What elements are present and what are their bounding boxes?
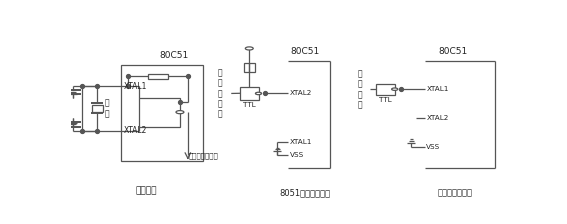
Text: VSS: VSS: [426, 144, 441, 150]
Bar: [148, 74, 168, 79]
Text: XTAL1: XTAL1: [426, 86, 448, 92]
Bar: [139, 98, 180, 127]
Bar: [376, 84, 395, 95]
Text: 8051外时钟源接法: 8051外时钟源接法: [280, 188, 331, 197]
Circle shape: [246, 47, 253, 50]
Text: 外部时钟源接法: 外部时钟源接法: [438, 188, 473, 197]
Text: XTAL1: XTAL1: [124, 82, 147, 90]
Text: 外
部
时
钟: 外 部 时 钟: [357, 69, 362, 109]
Text: XTAL1: XTAL1: [290, 139, 312, 144]
Text: 至内部时钟电路: 至内部时钟电路: [189, 152, 218, 159]
Text: 80C51: 80C51: [438, 47, 467, 56]
Text: VSS: VSS: [290, 153, 304, 159]
Circle shape: [392, 88, 398, 90]
Text: 80C51: 80C51: [160, 51, 189, 60]
Circle shape: [255, 92, 261, 95]
Bar: [244, 63, 255, 72]
Bar: [240, 87, 259, 100]
Text: 振荡电路: 振荡电路: [135, 186, 156, 195]
Text: TTL: TTL: [243, 102, 256, 108]
Text: 80C51: 80C51: [290, 47, 320, 56]
Circle shape: [176, 111, 184, 114]
Text: XTAL2: XTAL2: [426, 115, 448, 121]
Text: XTAL2: XTAL2: [124, 126, 147, 135]
Text: 外
时
钟
信
号: 外 时 钟 信 号: [218, 68, 223, 119]
Bar: [121, 65, 202, 162]
Text: TTL: TTL: [379, 97, 392, 103]
Text: XTAL2: XTAL2: [290, 90, 312, 97]
Text: 晶
振: 晶 振: [104, 99, 109, 118]
Bar: [91, 105, 103, 112]
